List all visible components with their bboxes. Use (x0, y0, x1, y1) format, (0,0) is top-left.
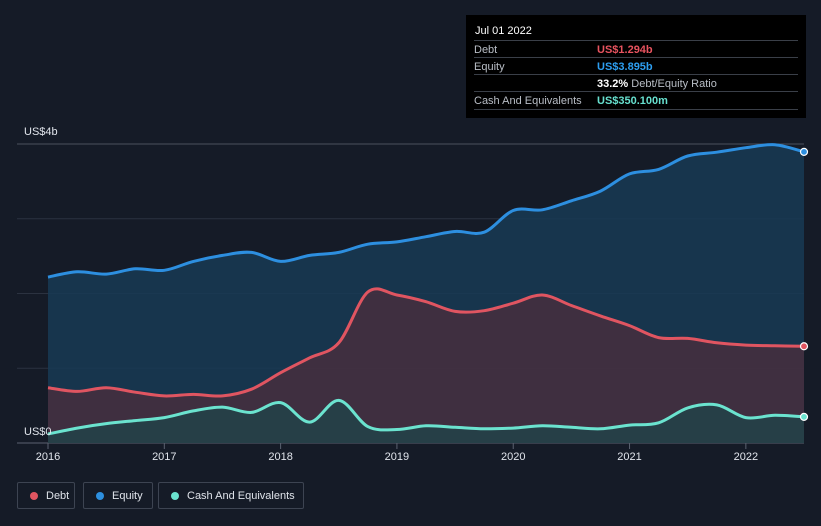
debt-line (47, 287, 805, 398)
debt-area (48, 288, 804, 443)
x-tick-label: 2019 (385, 451, 409, 463)
debt-dot-icon (30, 491, 38, 500)
tooltip-ratio-label: Debt/Equity Ratio (631, 78, 717, 90)
y-axis-top-label: US$4b (24, 126, 58, 138)
debt-endpoint (799, 342, 809, 351)
tooltip-debt-label: Debt (474, 44, 498, 56)
x-tick-label: 2018 (268, 451, 292, 463)
x-tick-label: 2017 (152, 451, 176, 463)
equity-dot-icon (96, 491, 104, 500)
y-axis-bottom-label: US$0 (24, 426, 52, 438)
tooltip-equity-label: Equity (474, 61, 505, 73)
tooltip-row-equity: Equity US$3.895b (474, 57, 798, 75)
x-tick-label: 2021 (617, 451, 641, 463)
legend-item-debt[interactable]: Debt (17, 482, 75, 509)
tooltip-row-debt: Debt US$1.294b (474, 40, 798, 58)
equity-line (47, 143, 805, 279)
tooltip-panel: Jul 01 2022 Debt US$1.294b Equity US$3.8… (466, 15, 806, 118)
legend-equity-label: Equity (112, 489, 143, 502)
legend-cash-label: Cash And Equivalents (187, 489, 295, 502)
tooltip-ratio-value: 33.2% (597, 78, 629, 90)
tooltip-row-cash: Cash And Equivalents US$350.100m (474, 91, 798, 110)
tooltip-date: Jul 01 2022 (475, 25, 532, 37)
cash-and-equivalents-endpoint (799, 412, 809, 421)
tooltip-debt-value: US$1.294b (597, 44, 653, 56)
tooltip-equity-value: US$3.895b (597, 61, 653, 73)
tooltip-cash-value: US$350.100m (597, 95, 668, 107)
tooltip-row-ratio: 33.2% Debt/Equity Ratio (474, 74, 798, 92)
legend-item-equity[interactable]: Equity (83, 482, 153, 509)
legend-debt-label: Debt (46, 489, 70, 502)
x-tick-label: 2022 (734, 451, 758, 463)
tooltip-cash-label: Cash And Equivalents (474, 95, 582, 107)
x-tick-label: 2020 (501, 451, 525, 463)
legend-item-cash[interactable]: Cash And Equivalents (158, 482, 304, 509)
x-tick-label: 2016 (36, 451, 60, 463)
tooltip-ratio: 33.2% Debt/Equity Ratio (597, 78, 717, 90)
equity-endpoint (799, 147, 809, 156)
cash-dot-icon (171, 491, 179, 500)
cash-and-equivalents-line (47, 398, 805, 436)
